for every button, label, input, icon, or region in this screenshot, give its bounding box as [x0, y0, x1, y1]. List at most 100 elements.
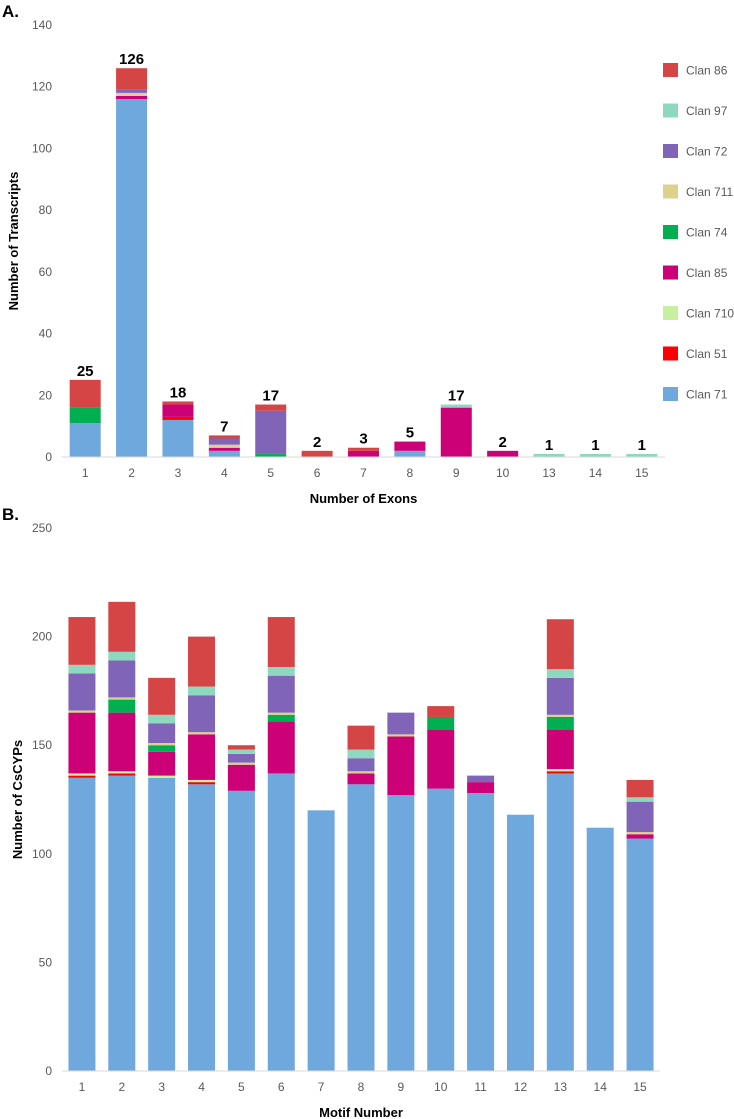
- b-bar-clan-72-2: [108, 660, 136, 698]
- legend-swatch-clan-97: [663, 103, 678, 118]
- a-x-tick-label: 4: [221, 466, 228, 480]
- b-y-axis-title: Number of CsCYPs: [10, 740, 25, 859]
- a-bar-clan-85-2: [116, 95, 148, 100]
- b-bar-clan-72-11: [467, 775, 495, 783]
- b-bar-clan-71-15: [626, 838, 654, 1071]
- b-bar-clan-86-15: [626, 779, 654, 798]
- a-bar-clan-85-4: [208, 447, 240, 451]
- b-x-tick-label: 8: [358, 1080, 365, 1094]
- b-y-tick-label: 50: [39, 955, 53, 969]
- b-bar-clan-85-15: [626, 834, 654, 839]
- a-y-tick-label: 120: [32, 80, 52, 94]
- legend-label-clan-72: Clan 72: [686, 145, 728, 159]
- b-bar-clan-71-13: [546, 773, 574, 1071]
- legend-label-clan-71: Clan 71: [686, 388, 728, 402]
- a-bar-clan-71-3: [162, 419, 194, 457]
- a-y-tick-label: 100: [32, 141, 52, 155]
- a-y-tick-label: 140: [32, 18, 52, 32]
- b-bar-clan-710-4: [188, 779, 216, 783]
- b-bar-clan-51-13: [546, 771, 574, 774]
- b-x-tick-label: 4: [198, 1080, 205, 1094]
- a-bar-clan-86-3: [162, 401, 194, 405]
- legend-label-clan-51: Clan 51: [686, 347, 728, 361]
- a-total-label: 126: [119, 51, 144, 68]
- a-total-label: 17: [262, 388, 279, 405]
- a-x-tick-label: 2: [128, 466, 135, 480]
- a-bar-clan-97-13: [533, 453, 565, 457]
- a-bar-clan-711-2: [116, 92, 148, 96]
- b-x-tick-label: 2: [118, 1080, 125, 1094]
- b-bar-clan-86-13: [546, 619, 574, 670]
- a-bar-clan-85-8: [394, 441, 426, 451]
- b-bar-clan-710-3: [148, 775, 176, 778]
- legend-label-clan-86: Clan 86: [686, 64, 728, 78]
- a-bar-clan-97-14: [579, 453, 611, 457]
- b-bar-clan-710-2: [108, 771, 136, 774]
- legend-swatch-clan-710: [663, 306, 678, 320]
- a-total-label: 2: [313, 434, 321, 451]
- a-total-label: 1: [638, 437, 646, 454]
- a-x-tick-label: 1: [82, 466, 89, 480]
- a-bar-clan-86-2: [116, 68, 148, 90]
- a-bar-clan-85-3: [162, 404, 194, 417]
- a-bar-clan-72-4: [208, 438, 240, 445]
- b-bar-clan-85-10: [427, 729, 455, 789]
- b-bar-clan-72-9: [387, 712, 415, 735]
- a-bar-clan-86-4: [208, 435, 240, 439]
- b-bar-clan-710-13: [546, 769, 574, 772]
- b-bar-clan-85-5: [227, 764, 255, 791]
- b-x-tick-label: 10: [434, 1080, 448, 1094]
- b-bar-clan-711-15: [626, 832, 654, 835]
- a-total-label: 5: [406, 425, 414, 442]
- a-bar-clan-71-1: [69, 423, 101, 457]
- legend-swatch-clan-51: [663, 346, 678, 361]
- legend-label-clan-710: Clan 710: [686, 307, 734, 321]
- b-y-tick-label: 250: [32, 521, 52, 535]
- b-bar-clan-711-1: [68, 710, 96, 713]
- b-bar-clan-71-12: [506, 814, 534, 1071]
- a-x-tick-label: 10: [496, 466, 510, 480]
- a-bar-clan-74-5: [255, 453, 287, 457]
- b-bar-clan-97-3: [148, 714, 176, 724]
- b-x-tick-label: 7: [318, 1080, 325, 1094]
- b-bar-clan-85-9: [387, 736, 415, 796]
- a-x-tick-label: 15: [635, 466, 649, 480]
- b-bar-clan-711-4: [188, 732, 216, 735]
- a-bar-clan-85-7: [348, 450, 379, 457]
- b-bar-clan-86-4: [188, 636, 216, 687]
- b-y-tick-label: 150: [32, 738, 52, 752]
- b-bar-clan-711-2: [108, 697, 136, 700]
- legend-label-clan-85: Clan 85: [686, 266, 728, 280]
- b-bar-clan-72-13: [546, 677, 574, 715]
- b-bar-clan-74-3: [148, 745, 176, 752]
- b-y-tick-label: 100: [32, 847, 52, 861]
- b-bar-clan-97-2: [108, 651, 136, 661]
- b-bar-clan-85-11: [467, 782, 495, 793]
- a-x-tick-label: 13: [542, 466, 556, 480]
- b-bar-clan-71-2: [108, 775, 136, 1071]
- b-bar-clan-97-13: [546, 669, 574, 678]
- legend-swatch-clan-74: [663, 225, 678, 239]
- b-bar-clan-711-13: [546, 714, 574, 717]
- b-bar-clan-71-1: [68, 777, 96, 1071]
- legend-swatch-clan-71: [663, 387, 678, 401]
- b-bar-clan-86-5: [227, 745, 255, 750]
- b-bar-clan-97-6: [267, 667, 295, 676]
- b-bar-clan-74-2: [108, 699, 136, 713]
- b-bar-clan-85-13: [546, 729, 574, 770]
- b-bar-clan-51-1: [68, 775, 96, 778]
- b-bar-clan-86-1: [68, 617, 96, 665]
- b-bar-clan-711-8: [347, 771, 375, 774]
- b-x-tick-label: 14: [594, 1080, 608, 1094]
- a-y-tick-label: 40: [39, 327, 53, 341]
- a-y-tick-label: 20: [39, 388, 53, 402]
- a-bar-clan-72-5: [255, 410, 287, 454]
- b-bar-clan-71-8: [347, 784, 375, 1071]
- a-bar-clan-51-3: [162, 416, 194, 420]
- b-x-tick-label: 12: [514, 1080, 528, 1094]
- legend-label-clan-711: Clan 711: [686, 185, 733, 199]
- b-bar-clan-72-15: [626, 801, 654, 833]
- b-bar-clan-711-5: [227, 762, 255, 765]
- b-x-tick-label: 15: [633, 1080, 647, 1094]
